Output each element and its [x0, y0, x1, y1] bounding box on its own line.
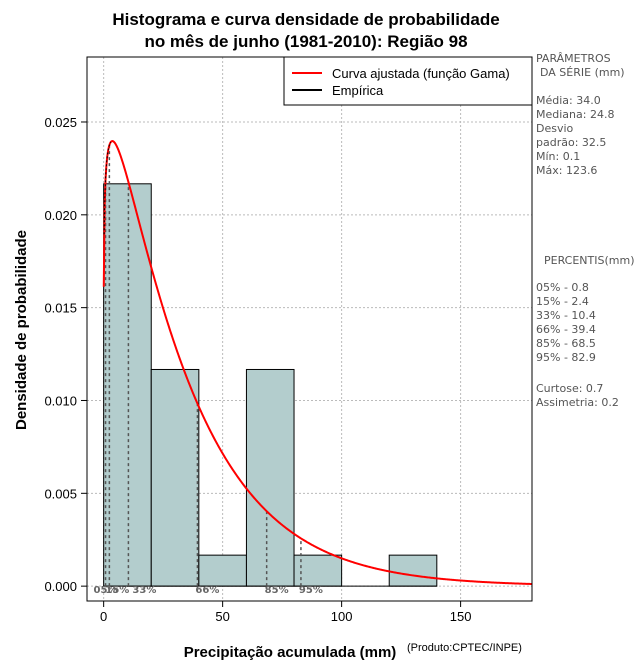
- axis-ticks: 0 50 100 150 0.000 0.005 0.010 0.015 0.020 0.025: [44, 115, 471, 624]
- percentile-label-4: 85%: [265, 585, 289, 596]
- params-title-1: PARÂMETROS: [536, 52, 611, 65]
- percentile-label-0: 05%: [94, 585, 118, 596]
- pct-33: 33% - 10.4: [536, 309, 596, 322]
- x-tick-label-0: 0: [100, 609, 107, 624]
- x-tick-label-3: 150: [450, 609, 472, 624]
- empirical-curve-layer: [103, 141, 112, 235]
- pct-15: 15% - 2.4: [536, 295, 589, 308]
- percentiles-title: PERCENTIS(mm): [544, 254, 635, 267]
- histogram-bar-3: [245, 368, 295, 587]
- x-tick-label-1: 50: [215, 609, 229, 624]
- legend-label-empirical: Empírica: [332, 83, 384, 98]
- x-tick-label-2: 100: [331, 609, 353, 624]
- y-axis-label: Densidade de probabilidade: [13, 230, 30, 430]
- histogram-bar-6: [388, 554, 438, 587]
- percentile-label-1: 15%: [105, 585, 129, 596]
- percentile-label-2: 33%: [132, 585, 156, 596]
- percentile-label-3: 66%: [195, 585, 219, 596]
- stat-min: Mín: 0.1: [536, 150, 580, 163]
- params-title-2: DA SÉRIE (mm): [540, 66, 625, 79]
- histogram-bar-0: [103, 183, 152, 587]
- stat-kurtosis: Curtose: 0.7: [536, 382, 603, 395]
- y-tick-label-2: 0.010: [44, 393, 77, 408]
- pct-05: 05% - 0.8: [536, 281, 589, 294]
- x-axis-label: Precipitação acumulada (mm): [184, 644, 397, 660]
- empirical-curve: [103, 141, 112, 235]
- histogram-bar-2: [198, 554, 247, 587]
- stat-std-1: Desvio: [536, 122, 574, 135]
- pct-95: 95% - 82.9: [536, 351, 596, 364]
- legend-label-fit: Curva ajustada (função Gama): [332, 66, 510, 81]
- y-tick-label-4: 0.020: [44, 208, 77, 223]
- legend: Curva ajustada (função Gama) Empírica: [283, 56, 533, 106]
- histogram-bars: [103, 183, 438, 587]
- stat-mean: Média: 34.0: [536, 94, 601, 107]
- y-tick-label-3: 0.015: [44, 301, 77, 316]
- chart-title-line1: Histograma e curva densidade de probabil…: [112, 10, 499, 29]
- pct-85: 85% - 68.5: [536, 337, 596, 350]
- credit-text: (Produto:CPTEC/INPE): [407, 642, 522, 654]
- gamma-curve-layer: [102, 139, 533, 585]
- legend-box: [283, 56, 533, 106]
- y-tick-label-0: 0.000: [44, 579, 77, 594]
- y-tick-label-1: 0.005: [44, 486, 77, 501]
- percentile-label-5: 95%: [299, 585, 323, 596]
- stats-panel: PARÂMETROS DA SÉRIE (mm) Média: 34.0 Med…: [536, 52, 635, 409]
- percentile-markers: 05%15% 33% 66% 85% 95%: [94, 145, 323, 596]
- y-tick-label-5: 0.025: [44, 115, 77, 130]
- histogram-bar-1: [150, 368, 200, 587]
- gamma-curve: [102, 139, 533, 585]
- stat-median: Mediana: 24.8: [536, 108, 614, 121]
- stat-std-2: padrão: 32.5: [536, 136, 606, 149]
- chart-title-line2: no mês de junho (1981-2010): Região 98: [144, 32, 467, 51]
- pct-66: 66% - 39.4: [536, 323, 596, 336]
- stat-skewness: Assimetria: 0.2: [536, 396, 619, 409]
- stat-max: Máx: 123.6: [536, 164, 597, 177]
